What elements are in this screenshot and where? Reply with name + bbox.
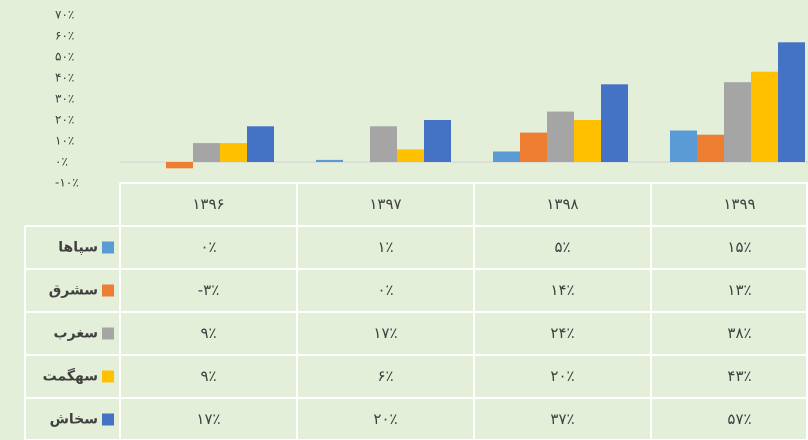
bar xyxy=(166,162,193,169)
data-label: ۲۰٪ xyxy=(373,410,397,428)
data-label: ۴۳٪ xyxy=(727,367,751,385)
y-tick-label: ۷۰٪ xyxy=(55,8,74,22)
legend-swatch xyxy=(102,413,114,426)
bar xyxy=(697,134,724,162)
y-tick-label: ۶۰٪ xyxy=(55,29,74,43)
bar xyxy=(193,143,220,162)
bar xyxy=(424,120,451,162)
bar xyxy=(751,71,778,162)
legend-swatch xyxy=(102,284,114,297)
x-tick-label: ۱۳۹۹ xyxy=(723,195,755,213)
data-label: ۱۵٪ xyxy=(727,238,751,256)
bar xyxy=(670,130,697,162)
data-label: ۹٪ xyxy=(200,324,216,342)
legend-label: سخاش xyxy=(50,412,98,428)
bar xyxy=(724,82,751,162)
legend-swatch xyxy=(102,241,114,254)
y-tick-label: ۳۰٪ xyxy=(55,92,74,106)
data-label: -۳٪ xyxy=(198,281,220,299)
x-tick-label: ۱۳۹۸ xyxy=(546,195,578,213)
data-label: ۱٪ xyxy=(377,238,393,256)
legend-label: سهگمت xyxy=(43,368,98,385)
data-label: ۳۸٪ xyxy=(727,324,751,342)
x-tick-label: ۱۳۹۷ xyxy=(369,195,401,213)
bar xyxy=(220,143,247,162)
bar xyxy=(778,42,805,162)
data-label: ۳۷٪ xyxy=(550,410,574,428)
y-tick-label: ۲۰٪ xyxy=(55,113,74,127)
data-label: ۰٪ xyxy=(377,281,393,299)
y-tick-label: ۰٪ xyxy=(55,155,68,169)
data-label: ۹٪ xyxy=(200,367,216,385)
legend-swatch xyxy=(102,327,114,340)
legend-label: سپاها xyxy=(58,240,98,256)
bar xyxy=(370,126,397,162)
y-tick-label: -۱۰٪ xyxy=(55,176,79,190)
bar xyxy=(247,126,274,162)
data-label: ۱۷٪ xyxy=(196,410,220,428)
y-tick-label: ۵۰٪ xyxy=(55,50,74,64)
y-tick-label: ۴۰٪ xyxy=(55,71,74,85)
data-label: ۲۴٪ xyxy=(550,324,574,342)
legend-swatch xyxy=(102,370,114,383)
bar xyxy=(520,132,547,162)
legend-label: سشرق xyxy=(49,283,98,299)
y-tick-label: ۱۰٪ xyxy=(55,134,74,148)
bar xyxy=(316,159,343,162)
bar xyxy=(547,111,574,162)
data-label: ۶٪ xyxy=(377,367,393,385)
x-tick-label: ۱۳۹۶ xyxy=(192,195,224,213)
bar xyxy=(601,84,628,162)
data-label: ۲۰٪ xyxy=(550,367,574,385)
data-label: ۵۷٪ xyxy=(727,410,751,428)
bar xyxy=(397,149,424,162)
data-label: ۵٪ xyxy=(554,238,570,256)
data-label: ۱۷٪ xyxy=(373,324,397,342)
data-label: ۰٪ xyxy=(200,238,216,256)
data-label: ۱۴٪ xyxy=(550,281,574,299)
bar xyxy=(574,120,601,162)
data-label: ۱۳٪ xyxy=(727,281,751,299)
bar xyxy=(493,151,520,162)
legend-label: سغرب xyxy=(54,326,98,342)
